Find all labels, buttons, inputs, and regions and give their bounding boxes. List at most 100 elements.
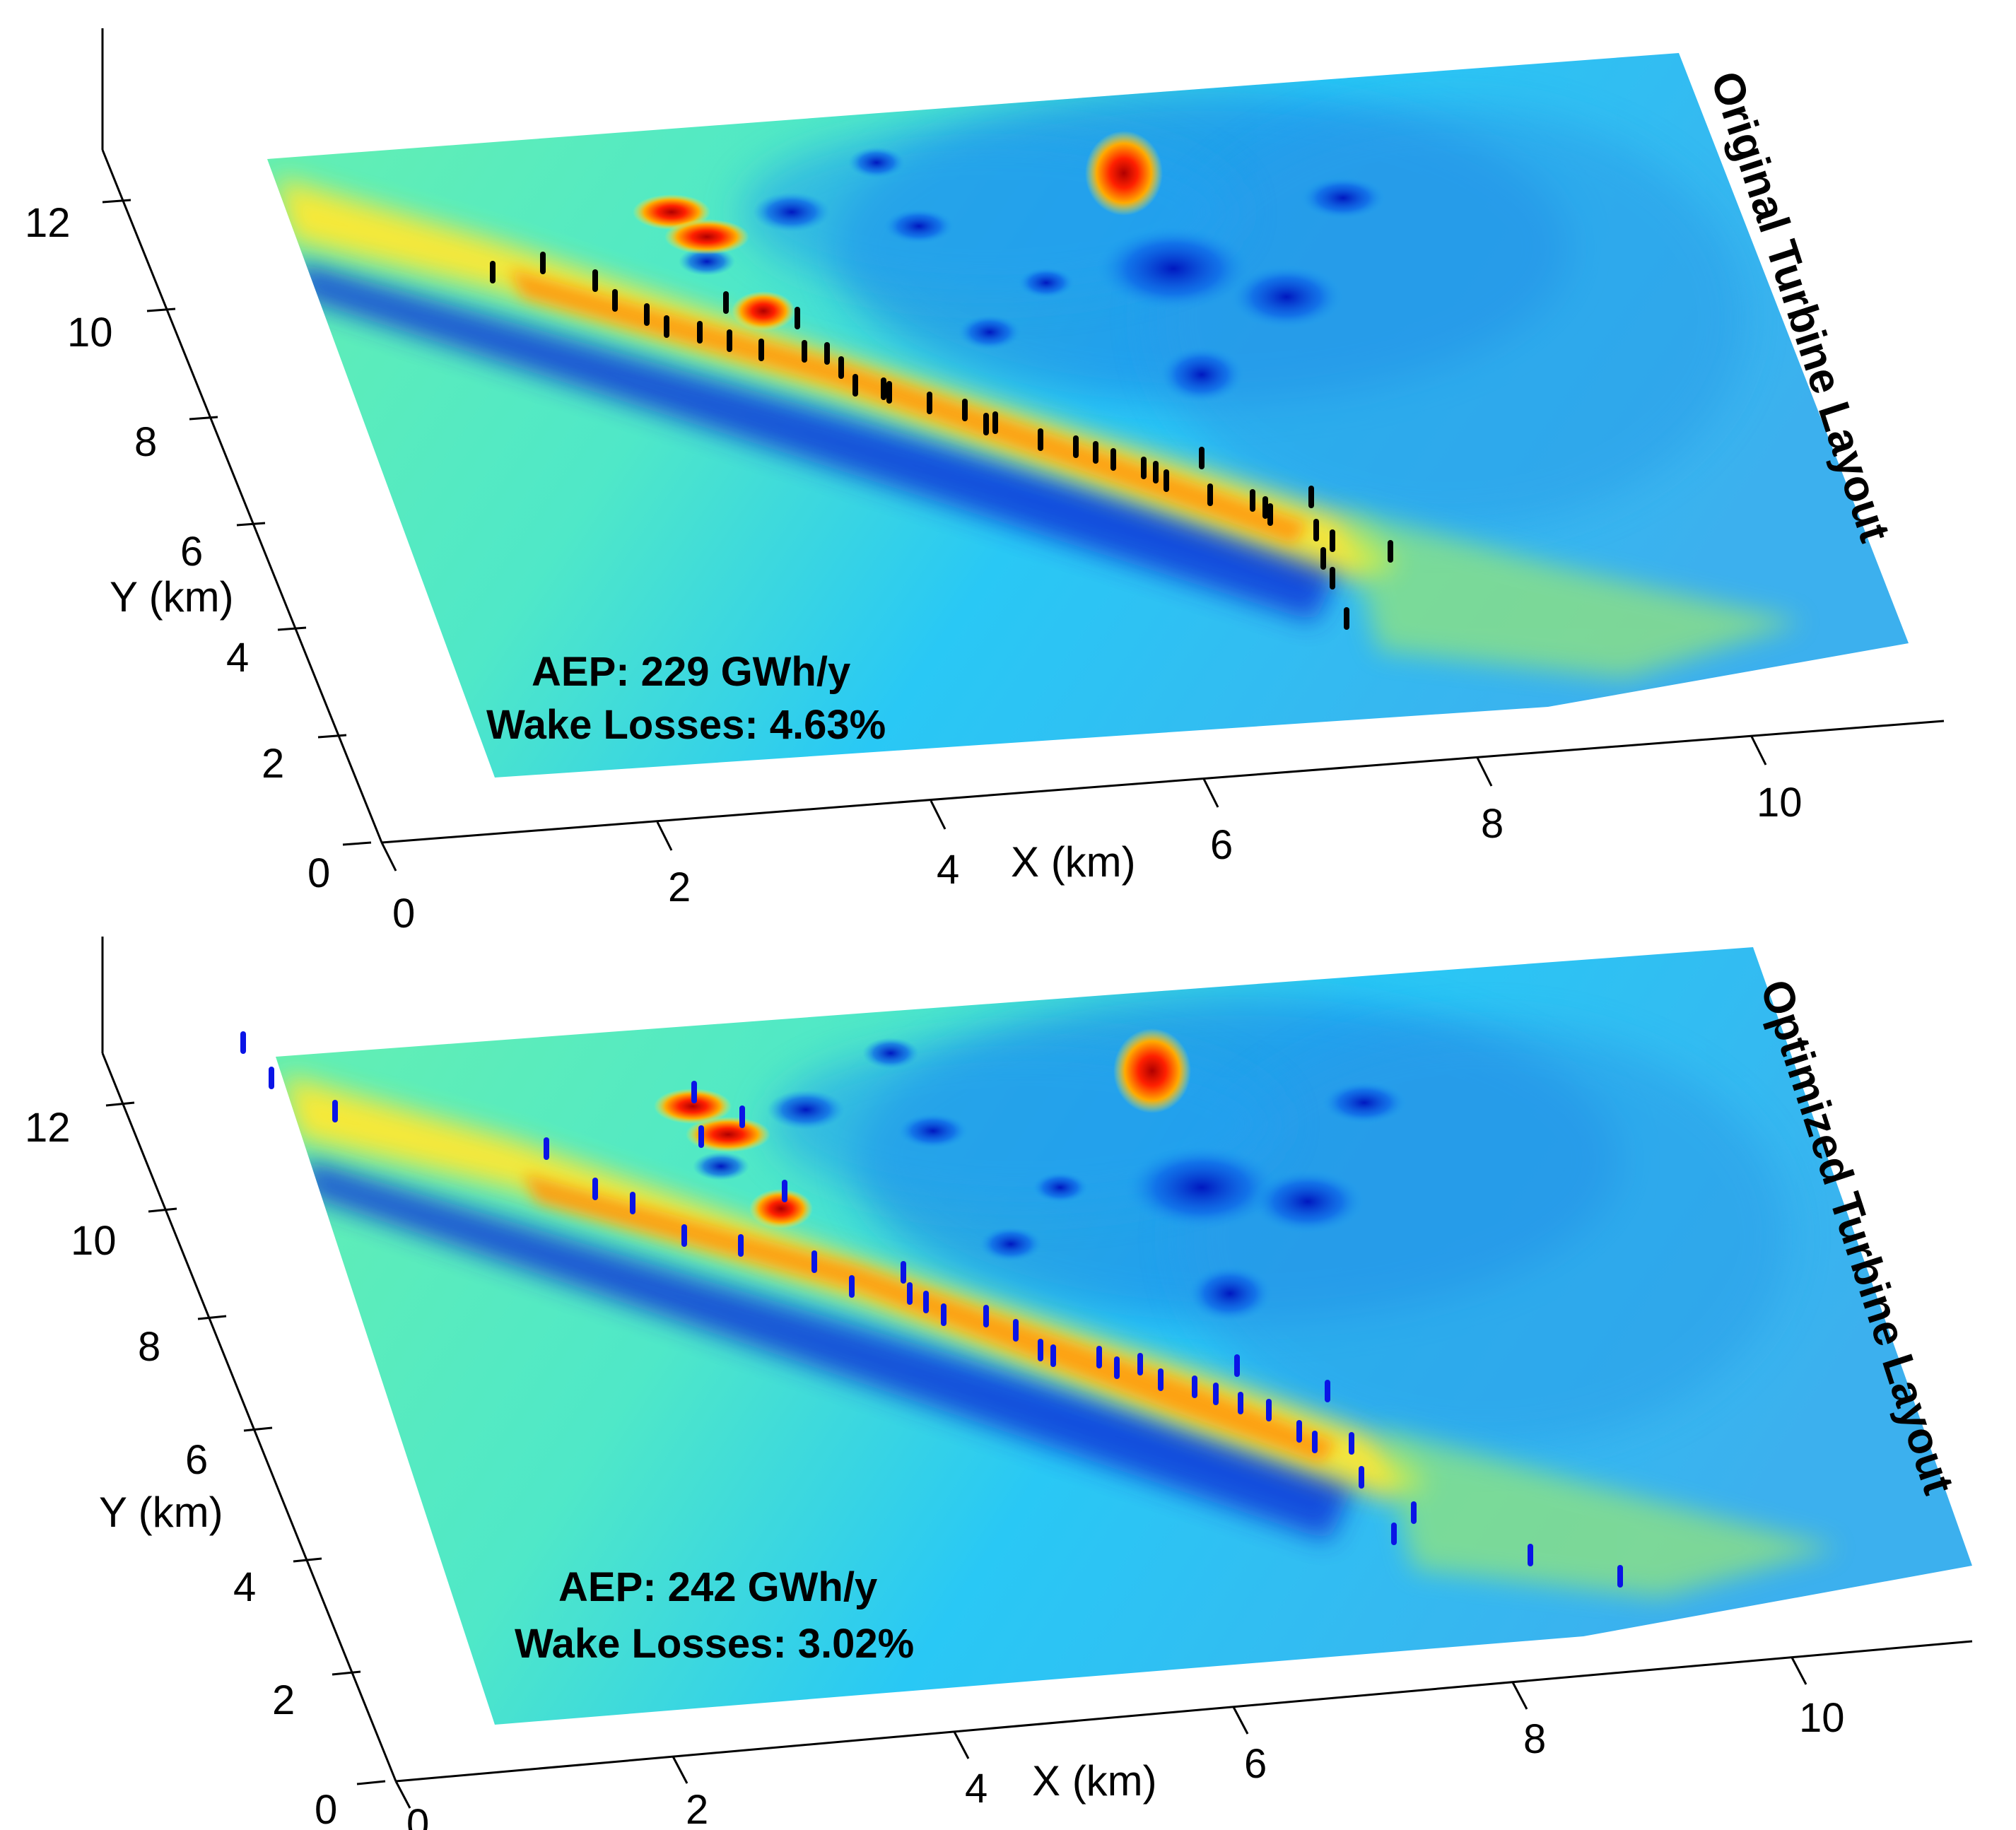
y-ticks <box>105 1101 386 1785</box>
ytick-label: 0 <box>315 1787 337 1830</box>
turbine-marker <box>1528 1544 1533 1566</box>
turbine-marker <box>681 1224 687 1247</box>
x-axis-title: X (km) <box>1032 1757 1157 1805</box>
turbine-marker <box>1192 1376 1197 1398</box>
turbine-marker <box>1320 547 1326 570</box>
turbine-markers <box>490 252 1393 630</box>
turbine-marker <box>849 1275 855 1298</box>
ytick-label: 4 <box>233 1564 256 1610</box>
turbine-marker <box>1411 1501 1417 1524</box>
turbine-marker <box>901 1261 906 1284</box>
turbine-marker <box>1137 1353 1143 1376</box>
x-ticks <box>380 736 1767 872</box>
turbine-marker <box>1038 1339 1043 1361</box>
turbine-marker <box>544 1137 549 1160</box>
xtick-label: 8 <box>1481 801 1504 847</box>
turbine-marker <box>1093 441 1098 464</box>
ytick-label: 12 <box>25 200 71 246</box>
turbine-marker <box>332 1100 338 1122</box>
turbine-marker <box>1238 1392 1243 1414</box>
turbine-marker <box>983 413 989 435</box>
turbine-marker <box>644 303 650 326</box>
xtick-label: 2 <box>668 864 691 910</box>
turbine-marker <box>758 339 764 361</box>
panel-optimized: 0 2 4 6 8 10 12 Y (km) 0 2 4 6 8 10 X (k… <box>25 937 1973 1830</box>
ytick-label: 6 <box>185 1437 208 1483</box>
turbine-marker <box>698 1125 704 1148</box>
xtick-label: 8 <box>1523 1716 1546 1762</box>
turbine-marker <box>941 1303 947 1326</box>
turbine-marker <box>1308 486 1314 508</box>
turbine-marker <box>1050 1344 1056 1367</box>
turbine-marker <box>612 289 618 312</box>
surface-plot <box>267 53 1909 778</box>
turbine-marker <box>1250 489 1255 512</box>
turbine-marker <box>802 340 807 363</box>
turbine-marker <box>723 291 729 314</box>
x-ticks <box>394 1657 1807 1809</box>
turbine-marker <box>592 1178 598 1200</box>
turbine-marker <box>727 329 732 352</box>
axis-frame <box>101 937 1973 1783</box>
xtick-label: 4 <box>965 1766 988 1812</box>
x-tick-labels: 0 2 4 6 8 10 <box>406 1695 1845 1830</box>
turbine-marker <box>1234 1354 1240 1377</box>
turbine-marker <box>1013 1319 1019 1342</box>
turbine-marker <box>1141 457 1147 479</box>
turbine-marker <box>1296 1420 1302 1443</box>
turbine-marker <box>1391 1523 1397 1545</box>
turbine-marker <box>1096 1346 1102 1368</box>
ytick-label: 2 <box>262 741 284 787</box>
turbine-marker <box>664 315 669 338</box>
turbine-marker <box>923 1291 929 1313</box>
turbine-marker <box>540 252 546 274</box>
turbine-marker <box>1213 1383 1219 1405</box>
xtick-label: 6 <box>1210 822 1233 868</box>
ytick-label: 6 <box>180 529 203 575</box>
y-tick-labels: 0 2 4 6 8 10 12 <box>25 200 330 896</box>
turbine-marker <box>1199 447 1205 469</box>
xtick-label: 10 <box>1799 1695 1845 1741</box>
turbine-marker <box>1207 483 1213 506</box>
turbine-marker <box>838 356 844 379</box>
ytick-label: 4 <box>226 635 249 681</box>
turbine-marker <box>1312 1431 1318 1453</box>
ytick-label: 10 <box>67 310 113 356</box>
turbine-marker <box>907 1282 913 1305</box>
xtick-label: 0 <box>406 1801 429 1830</box>
turbine-marker <box>739 1105 745 1128</box>
turbine-marker <box>824 342 830 365</box>
wake-loss-annotation: Wake Losses: 3.02% <box>515 1621 914 1667</box>
turbine-marker <box>1388 540 1393 563</box>
turbine-marker <box>852 374 858 397</box>
axis-frame <box>101 28 1945 844</box>
turbine-marker <box>1313 519 1319 541</box>
turbine-marker <box>1073 435 1079 458</box>
turbine-marker <box>1266 1399 1272 1421</box>
turbine-marker <box>1267 503 1273 526</box>
turbine-marker <box>738 1234 744 1257</box>
turbine-marker <box>1330 529 1335 552</box>
ytick-label: 8 <box>138 1324 160 1370</box>
panel-original: 0 2 4 6 8 10 12 Y (km) 0 2 4 6 8 10 X (k… <box>25 28 1945 937</box>
turbine-marker <box>592 269 598 292</box>
turbine-marker <box>1262 496 1268 519</box>
turbine-marker <box>886 381 892 404</box>
turbine-marker <box>1110 448 1116 471</box>
turbine-marker <box>1325 1380 1330 1402</box>
y-axis-title: Y (km) <box>99 1489 223 1536</box>
xtick-label: 4 <box>937 847 959 893</box>
xtick-label: 2 <box>686 1787 708 1830</box>
x-axis-title: X (km) <box>1011 838 1136 886</box>
xtick-label: 0 <box>392 891 415 937</box>
xtick-label: 6 <box>1244 1741 1267 1787</box>
turbine-marker <box>1344 607 1349 630</box>
turbine-marker <box>881 377 886 400</box>
ytick-label: 8 <box>134 419 157 465</box>
xtick-label: 10 <box>1757 780 1803 826</box>
turbine-marker <box>1158 1368 1164 1391</box>
ytick-label: 0 <box>307 850 330 896</box>
y-tick-labels: 0 2 4 6 8 10 12 <box>25 1105 337 1830</box>
turbine-marker <box>811 1250 817 1273</box>
